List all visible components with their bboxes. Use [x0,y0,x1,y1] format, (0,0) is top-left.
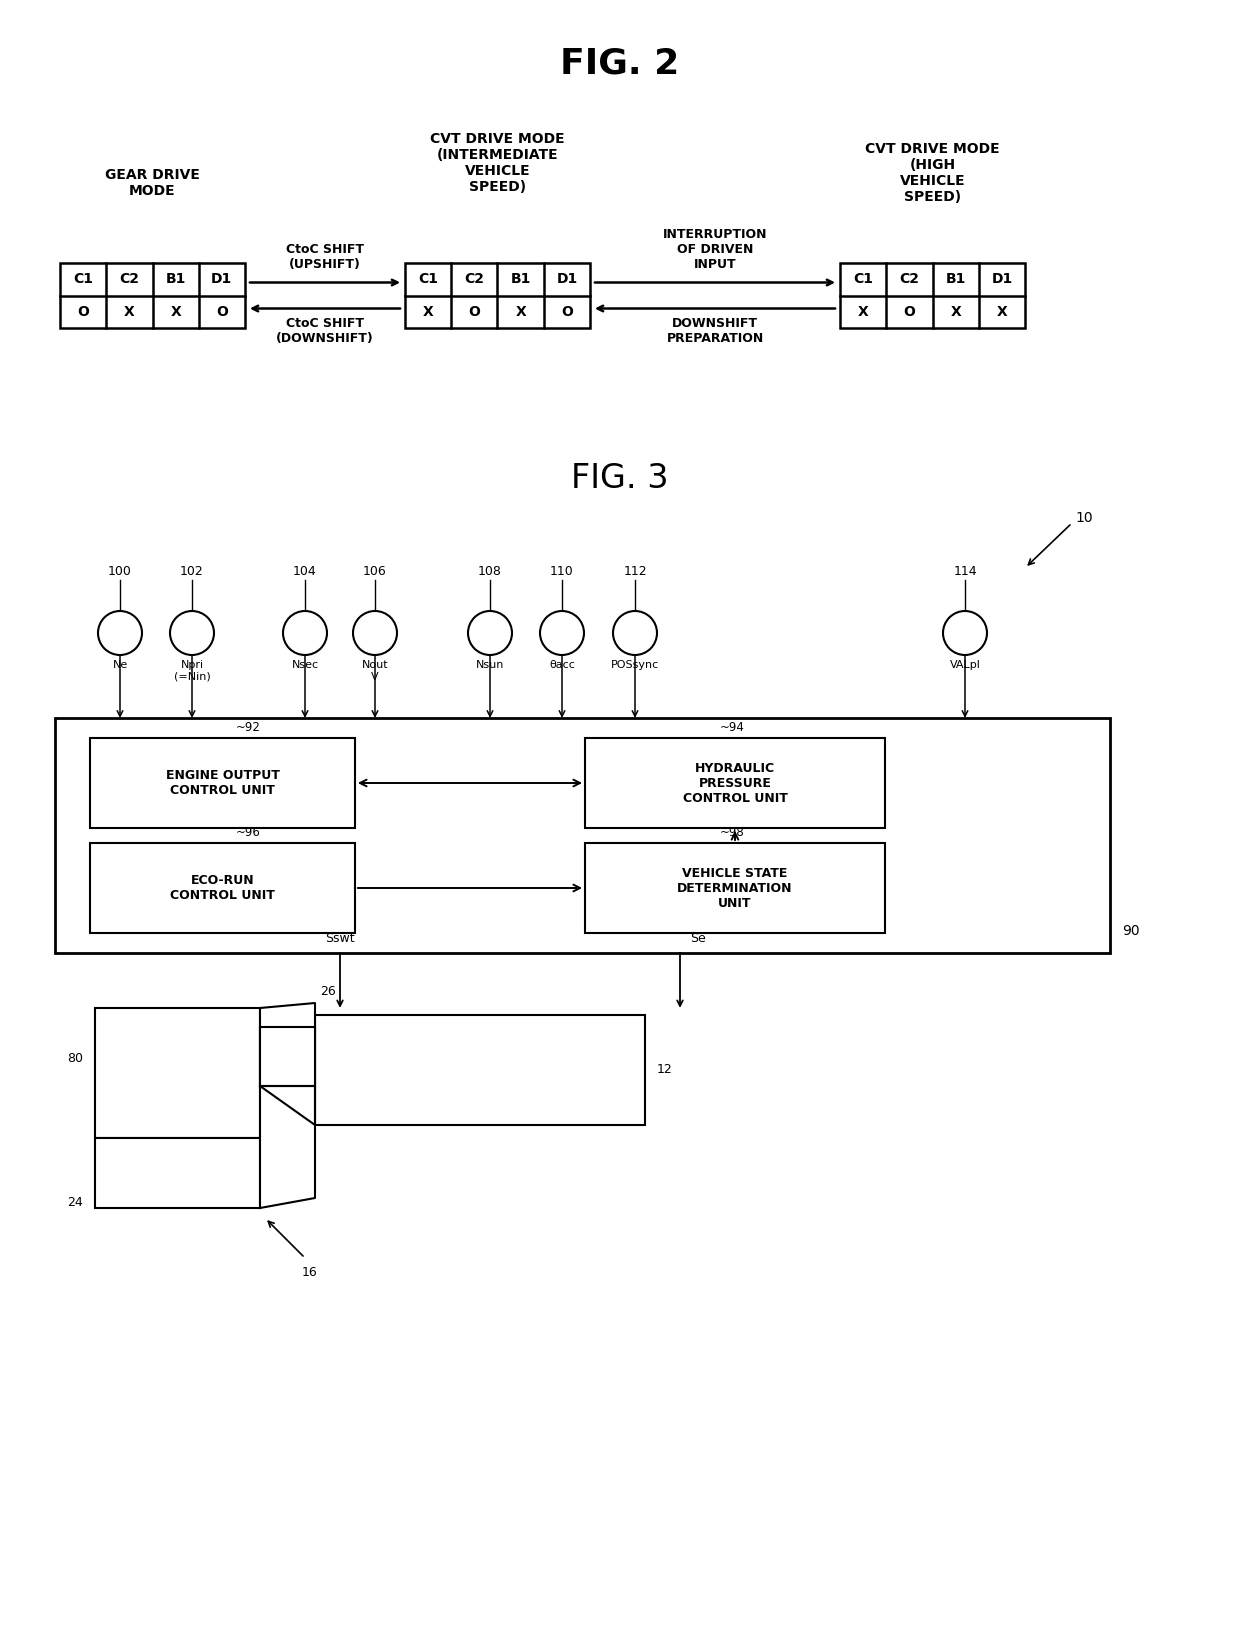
Text: 16: 16 [303,1267,317,1280]
Text: CVT DRIVE MODE
(HIGH
VEHICLE
SPEED): CVT DRIVE MODE (HIGH VEHICLE SPEED) [866,142,999,204]
Circle shape [98,610,143,654]
Text: ~94: ~94 [720,721,745,734]
Text: C2: C2 [899,272,919,287]
Bar [60,264,246,327]
Bar [839,264,1025,327]
Text: Se: Se [689,931,706,944]
Text: Nsec: Nsec [291,659,319,671]
Text: 80: 80 [67,1052,83,1065]
Text: 102: 102 [180,565,203,578]
Bar [315,1014,645,1125]
Circle shape [942,610,987,654]
Polygon shape [260,1086,315,1208]
Text: θacc: θacc [549,659,575,671]
Bar [91,737,355,829]
Text: O: O [77,304,89,319]
Bar [585,843,885,933]
Circle shape [613,610,657,654]
Text: CVT DRIVE MODE
(INTERMEDIATE
VEHICLE
SPEED): CVT DRIVE MODE (INTERMEDIATE VEHICLE SPE… [430,132,564,194]
Bar [95,1138,260,1208]
Text: ~92: ~92 [236,721,260,734]
Text: Nout
V: Nout V [362,659,388,682]
Bar [405,264,590,327]
Text: D1: D1 [211,272,233,287]
Text: X: X [516,304,526,319]
Text: C1: C1 [853,272,873,287]
Polygon shape [260,1003,315,1125]
Text: Scvt,
Sswt: Scvt, Sswt [325,917,356,944]
Text: Nsun: Nsun [476,659,505,671]
Text: B1: B1 [165,272,186,287]
Bar [260,1027,315,1086]
Text: C1: C1 [418,272,438,287]
Text: B1: B1 [945,272,966,287]
Text: 24: 24 [67,1197,83,1210]
Text: O: O [469,304,480,319]
Text: X: X [997,304,1007,319]
Text: O: O [216,304,228,319]
Text: 26: 26 [320,985,336,998]
Text: B1: B1 [511,272,531,287]
Text: 106: 106 [363,565,387,578]
Text: Npri
(=Nin): Npri (=Nin) [174,659,211,682]
Text: ~96: ~96 [236,825,260,838]
Text: 114: 114 [954,565,977,578]
Text: X: X [124,304,135,319]
Text: CtoC SHIFT
(UPSHIFT): CtoC SHIFT (UPSHIFT) [286,243,365,270]
Text: ~98: ~98 [720,825,745,838]
Text: VEHICLE STATE
DETERMINATION
UNIT: VEHICLE STATE DETERMINATION UNIT [677,866,792,910]
Circle shape [170,610,215,654]
Bar [55,718,1110,952]
Text: 110: 110 [551,565,574,578]
Text: X: X [170,304,181,319]
Text: HYDRAULIC
PRESSURE
CONTROL UNIT: HYDRAULIC PRESSURE CONTROL UNIT [682,762,787,804]
Text: 10: 10 [1075,511,1092,524]
Text: 90: 90 [1122,925,1140,938]
Circle shape [283,610,327,654]
Text: X: X [950,304,961,319]
Text: O: O [560,304,573,319]
Text: D1: D1 [991,272,1013,287]
Text: DOWNSHIFT
PREPARATION: DOWNSHIFT PREPARATION [666,316,764,345]
Text: POSsync: POSsync [611,659,660,671]
Text: CtoC SHIFT
(DOWNSHIFT): CtoC SHIFT (DOWNSHIFT) [277,316,374,345]
Bar [95,1008,260,1138]
Text: C1: C1 [73,272,93,287]
Text: O: O [904,304,915,319]
Text: X: X [858,304,868,319]
Text: 20: 20 [288,1101,304,1114]
Text: ECO-RUN
CONTROL UNIT: ECO-RUN CONTROL UNIT [170,874,275,902]
Text: FIG. 3: FIG. 3 [572,461,668,495]
Bar [91,843,355,933]
Text: 104: 104 [293,565,317,578]
Text: 112: 112 [624,565,647,578]
Circle shape [353,610,397,654]
Text: X: X [423,304,434,319]
Text: INTERRUPTION
OF DRIVEN
INPUT: INTERRUPTION OF DRIVEN INPUT [662,228,768,270]
Text: Ne: Ne [113,659,128,671]
Text: FIG. 2: FIG. 2 [560,46,680,80]
Bar [585,737,885,829]
Text: 100: 100 [108,565,131,578]
Text: VALpl: VALpl [950,659,981,671]
Text: 108: 108 [479,565,502,578]
Text: 28: 28 [288,1123,304,1136]
Circle shape [467,610,512,654]
Text: ENGINE OUTPUT
CONTROL UNIT: ENGINE OUTPUT CONTROL UNIT [166,768,279,798]
Text: C2: C2 [464,272,485,287]
Circle shape [539,610,584,654]
Text: 12: 12 [657,1063,673,1076]
Text: C2: C2 [119,272,139,287]
Text: D1: D1 [557,272,578,287]
Text: GEAR DRIVE
MODE: GEAR DRIVE MODE [105,168,200,199]
